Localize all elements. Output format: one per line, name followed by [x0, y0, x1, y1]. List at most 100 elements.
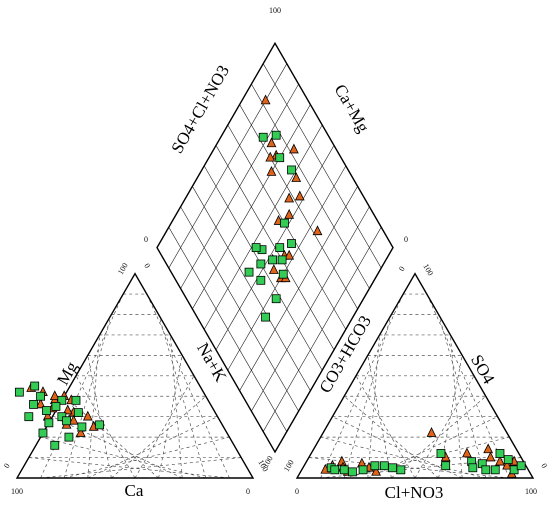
- diamond-grid-line: [262, 63, 382, 269]
- anion-grid-line: [355, 375, 416, 479]
- cation-square-point: [50, 440, 60, 450]
- cation-grid-line: [40, 293, 124, 479]
- anion-grid-line: [343, 314, 392, 479]
- anion-triangle-point: [495, 455, 505, 466]
- diamond-square-point: [268, 255, 278, 265]
- diamond-triangle-point: [288, 143, 299, 154]
- cation-square-point: [77, 422, 87, 432]
- tick-anion-top-right: 100: [421, 262, 435, 277]
- cation-square-point: [64, 432, 74, 442]
- anion-triangle-frame: [295, 272, 535, 479]
- diamond-grid-line: [180, 83, 299, 289]
- tick-anion-right-end: 0: [539, 462, 549, 470]
- anion-grid-line: [414, 375, 475, 479]
- cation-grid-line: [40, 457, 242, 479]
- anion-square-point: [481, 465, 491, 475]
- diamond-triangle-point: [260, 94, 271, 105]
- cation-grid-line: [134, 375, 195, 479]
- anion-triangle-point: [485, 451, 496, 462]
- anion-square-point: [495, 449, 505, 458]
- tick-anion-bottom-right: 100: [525, 487, 537, 496]
- diamond-triangle-point: [284, 208, 295, 219]
- cation-grid-line: [40, 436, 206, 479]
- anion-triangle-point: [426, 427, 437, 437]
- cation-triangle-point: [82, 410, 93, 421]
- anion-square-point: [348, 467, 357, 477]
- tick-cation-bottom-right: 0: [246, 487, 250, 496]
- diamond-square-point: [258, 132, 268, 142]
- anion-square-point: [503, 455, 513, 465]
- anion-square-point: [330, 465, 340, 475]
- anion-left-axis-label: CO3+HCO3: [315, 312, 375, 396]
- diamond-square-point: [256, 275, 266, 285]
- cation-square-point: [29, 400, 38, 409]
- anion-square-point: [370, 461, 380, 471]
- anion-bottom-axis-label: Cl+NO3: [385, 483, 444, 502]
- cation-triangle-point: [49, 390, 60, 401]
- anion-square-point: [490, 465, 500, 475]
- diamond-square-point: [256, 259, 266, 269]
- tick-diamond-top: 100: [269, 6, 281, 15]
- cation-square-point: [36, 391, 45, 401]
- cation-square-point: [44, 418, 54, 428]
- cation-bottom-axis-label: Ca: [125, 481, 144, 500]
- diamond-square-point: [261, 312, 270, 322]
- anion-grid-line: [320, 293, 404, 479]
- tick-diamond-right: 0: [404, 235, 408, 244]
- anion-triangle-point: [483, 443, 494, 454]
- diamond-frame: [156, 41, 394, 454]
- diamond-triangle-point: [294, 190, 305, 201]
- cation-grid-line: [52, 416, 183, 479]
- diamond-square-point: [280, 218, 289, 228]
- anion-grid-line: [320, 436, 486, 479]
- anion-square-point: [516, 461, 526, 471]
- diamond-square-point: [251, 243, 261, 253]
- diamond-triangle-point: [291, 172, 302, 182]
- cation-grid-line: [146, 293, 230, 479]
- diamond-square-point: [275, 243, 285, 253]
- cation-grid-line: [63, 314, 112, 479]
- diamond-triangle-point: [266, 137, 277, 148]
- anion-square-point: [441, 461, 451, 471]
- cation-square-point: [14, 387, 24, 397]
- anion-square-point: [358, 465, 368, 475]
- anion-grid-line: [391, 395, 487, 479]
- cation-triangle-point: [62, 404, 73, 415]
- diamond-square-point: [244, 267, 254, 277]
- diamond-triangle-point: [312, 225, 323, 236]
- diamond-square-point: [287, 165, 296, 175]
- anion-triangle-point: [371, 465, 381, 476]
- cation-grid-line: [28, 457, 230, 479]
- tick-cation-left-end: 0: [2, 462, 12, 470]
- cation-square-point: [73, 408, 83, 417]
- frame-layer: [15, 41, 535, 479]
- anion-grid-line: [343, 395, 439, 479]
- diamond-square-point: [287, 239, 296, 248]
- tick-anion-bottom-left: 0: [295, 487, 299, 496]
- tick-cation-top-right: 0: [142, 262, 152, 270]
- cation-triangle-point: [75, 427, 86, 437]
- anion-grid-line: [438, 314, 487, 479]
- anion-square-point: [379, 461, 389, 471]
- cation-grid-line: [87, 416, 218, 479]
- cation-square-point: [62, 416, 71, 426]
- diamond-left-axis-label: SO4+Cl+NO3: [167, 62, 233, 157]
- cation-square-point: [38, 428, 48, 438]
- cation-triangle-frame: [15, 272, 255, 479]
- anion-square-point: [468, 463, 478, 473]
- cation-square-point: [57, 395, 67, 405]
- diamond-triangle-point: [284, 249, 295, 260]
- cation-grid-line: [158, 314, 207, 479]
- cation-right-axis-label: Na+K: [193, 339, 231, 385]
- diamond-triangle-point: [265, 151, 276, 162]
- cation-left-axis-label: Mg: [53, 358, 82, 388]
- anion-right-axis-label: SO4: [467, 351, 499, 387]
- anion-square-point: [436, 449, 446, 458]
- diamond-square-point: [275, 153, 285, 163]
- diamond-triangle-point: [284, 192, 295, 203]
- diamond-square-point: [277, 255, 287, 265]
- tick-diamond-left: 0: [144, 235, 148, 244]
- cation-square-point: [71, 395, 81, 405]
- anion-square-point: [339, 465, 349, 475]
